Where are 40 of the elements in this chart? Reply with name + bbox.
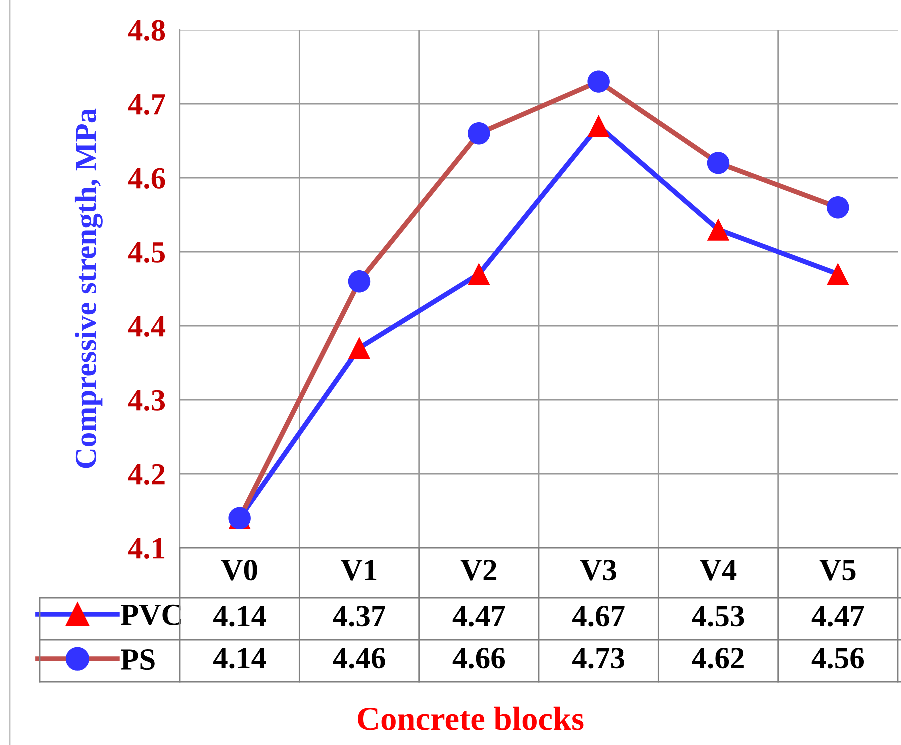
point: [468, 122, 490, 145]
point: [588, 115, 610, 138]
x-tick-label: V5: [820, 560, 856, 581]
x-tick-label: V2: [460, 560, 497, 581]
point: [348, 270, 371, 293]
data-label: 4.47: [812, 606, 864, 627]
y-tick-label: 4.5: [128, 242, 165, 264]
y-axis-title: Compressive strength, MPa: [74, 108, 103, 468]
data-label: 4.56: [812, 648, 864, 669]
x-tick-label: V1: [341, 560, 377, 581]
legend-label: PVC: [121, 604, 181, 626]
point: [707, 152, 730, 174]
data-label: 4.73: [572, 648, 625, 669]
y-tick-label: 4.4: [128, 316, 166, 338]
point: [827, 196, 850, 219]
y-tick-label: 4.1: [128, 538, 165, 560]
data-label: 4.14: [214, 648, 266, 669]
y-tick-label: 4.8: [128, 20, 166, 42]
y-tick-label: 4.3: [128, 390, 166, 412]
data-label: 4.53: [692, 606, 744, 627]
x-axis-title: Concrete blocks: [358, 706, 584, 730]
data-label: 4.67: [572, 606, 625, 627]
x-tick-label: V4: [700, 560, 737, 581]
data-label: 4.14: [214, 606, 266, 627]
y-tick-label: 4.2: [128, 464, 165, 486]
data-label: 4.62: [692, 648, 744, 669]
point: [707, 218, 730, 241]
data-label: 4.47: [452, 606, 506, 627]
x-tick-label: V0: [222, 560, 258, 581]
y-tick-label: 4.6: [128, 168, 166, 190]
y-tick-label: 4.7: [128, 94, 166, 116]
data-label: 4.66: [452, 648, 506, 669]
point: [468, 263, 490, 286]
point: [827, 263, 850, 286]
point: [588, 70, 610, 93]
x-tick-label: V3: [580, 560, 616, 581]
point: [348, 337, 371, 360]
data-label: 4.37: [333, 606, 386, 627]
legend-label: PS: [121, 650, 155, 670]
data-label: 4.46: [333, 648, 386, 669]
